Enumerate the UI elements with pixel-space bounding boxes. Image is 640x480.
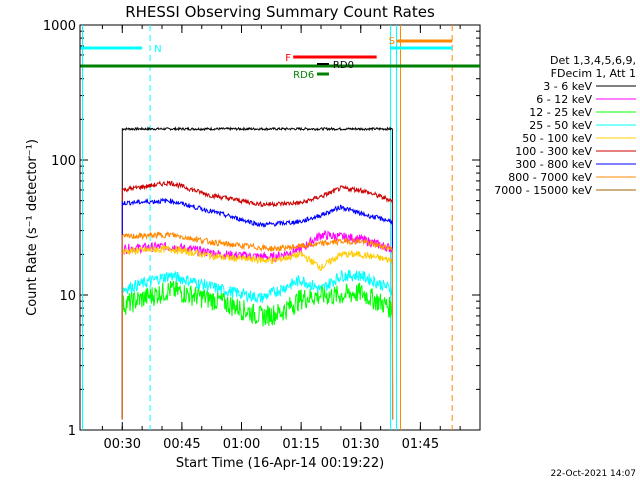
legend-label: 6 - 12 keV [536,93,592,106]
chart-labels: RHESSI Observing Summary Count Rates Star… [25,3,636,479]
annotation-s: S [389,36,395,47]
legend-label: 50 - 100 keV [522,132,592,145]
x-tick-label: 01:45 [402,437,439,452]
annotation-rd6: RD6 [293,70,314,81]
series-line-2 [121,280,394,420]
legend-header: Det 1,3,4,5,6,9, [550,54,636,67]
legend-label: 300 - 800 keV [515,158,592,171]
annotation-n: N [154,44,161,55]
legend-label: 100 - 300 keV [515,145,592,158]
x-tick-label: 01:15 [282,437,319,452]
x-tick-label: 01:00 [223,437,260,452]
legend-header: FDecim 1, Att 1 [551,67,636,80]
legend-label: 12 - 25 keV [529,106,592,119]
x-tick-label: 01:30 [342,437,379,452]
x-axis-label: Start Time (16-Apr-14 00:19:22) [176,456,384,471]
y-axis-label: Count Rate (s⁻¹ detector⁻¹) [25,139,40,316]
legend-label: 800 - 7000 keV [508,171,592,184]
annotation-f: F [285,53,291,64]
y-tick-label: 100 [51,154,76,169]
plot-frame [79,24,481,431]
y-tick-label: 1 [68,424,76,439]
series-line-4 [121,244,394,420]
series-line-0 [121,126,394,420]
legend-label: 3 - 6 keV [543,80,592,93]
annotation-rd0: RD0 [333,60,354,71]
plot-axes: 00:30 00:45 01:00 01:15 01:30 01:45 1 10 100 1000 [43,19,481,452]
x-tick-label: 00:30 [104,437,141,452]
orbit-bands [82,25,453,430]
legend-label: 25 - 50 keV [529,119,592,132]
y-tick-label: 10 [59,289,76,304]
series-lines [121,126,394,420]
legend: Det 1,3,4,5,6,9,FDecim 1, Att 13 - 6 keV… [494,54,636,197]
series-line-6 [121,197,394,420]
series-line-3 [121,269,394,420]
footer-timestamp: 22-Oct-2021 14:07 [551,469,636,479]
x-tick-label: 00:45 [163,437,200,452]
legend-label: 7000 - 15000 keV [494,184,592,197]
series-line-7 [121,230,394,420]
chart-title: RHESSI Observing Summary Count Rates [125,3,435,21]
series-line-5 [121,180,394,420]
y-tick-label: 1000 [43,19,76,34]
flag-bars: N S F RD0 RD6 [80,36,480,81]
